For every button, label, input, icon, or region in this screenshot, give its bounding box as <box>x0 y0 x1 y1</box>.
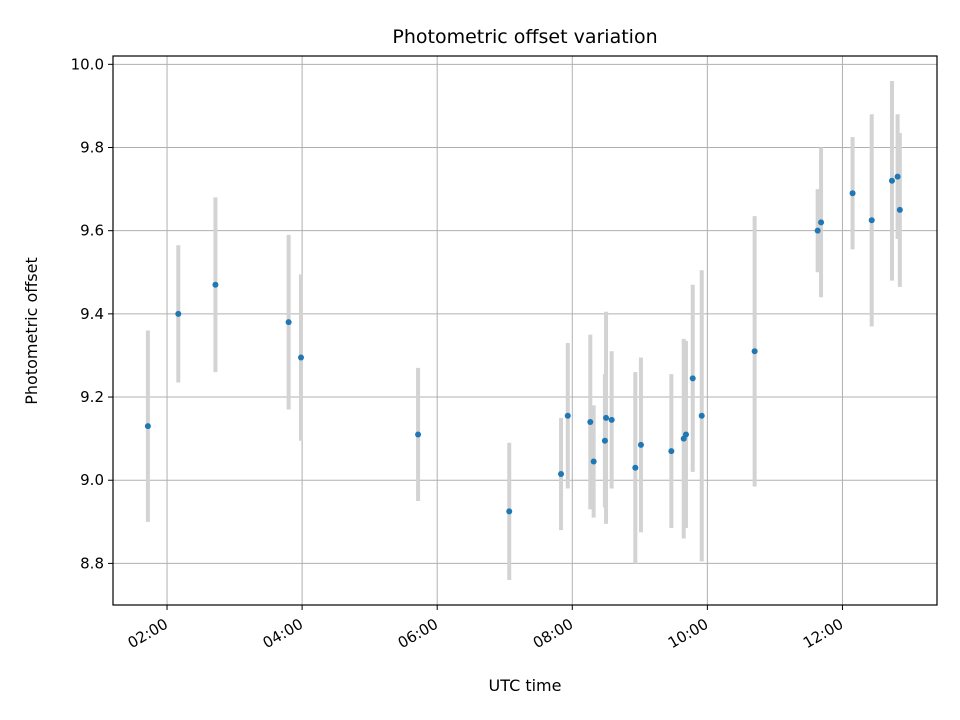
data-point <box>297 354 304 361</box>
data-point <box>751 348 758 355</box>
grid <box>113 56 937 605</box>
data-point <box>415 431 422 438</box>
data-point <box>587 419 594 425</box>
y-tick-label: 10.0 <box>71 55 104 73</box>
plot-area-frame <box>112 55 938 606</box>
data-point <box>603 414 610 421</box>
y-tick-label: 9.2 <box>80 388 104 406</box>
y-axis-label: Photometric offset <box>22 257 41 405</box>
data-point <box>285 319 292 326</box>
data-point <box>608 416 615 423</box>
data-point <box>632 464 639 471</box>
y-tick-label: 8.8 <box>80 554 104 572</box>
x-axis-label: UTC time <box>489 676 562 695</box>
data-point <box>814 227 821 234</box>
data-point <box>506 508 513 515</box>
data-point <box>144 423 151 430</box>
y-tick-label: 9.8 <box>80 139 104 157</box>
data-points <box>144 173 903 515</box>
data-point <box>896 206 903 213</box>
data-point <box>558 470 565 477</box>
data-point <box>818 219 825 226</box>
data-point <box>894 173 901 180</box>
data-point <box>637 441 644 448</box>
data-point <box>564 412 571 419</box>
chart-title: Photometric offset variation <box>392 26 657 48</box>
data-point <box>698 412 705 419</box>
data-point <box>212 281 219 288</box>
data-point <box>849 190 856 197</box>
data-point <box>868 217 875 224</box>
axis-ticks: 02:00 04:00 06:00 08:00 10:00 12:008.89.09.29… <box>71 55 847 652</box>
data-point <box>682 431 689 438</box>
y-tick-label: 9.0 <box>80 471 104 489</box>
data-point <box>175 310 182 317</box>
y-tick-label: 9.4 <box>80 305 104 323</box>
data-point <box>590 458 597 465</box>
data-point <box>668 448 675 455</box>
data-point <box>888 177 895 184</box>
data-point <box>689 375 696 382</box>
data-point <box>601 437 608 444</box>
y-tick-label: 9.6 <box>80 222 104 240</box>
